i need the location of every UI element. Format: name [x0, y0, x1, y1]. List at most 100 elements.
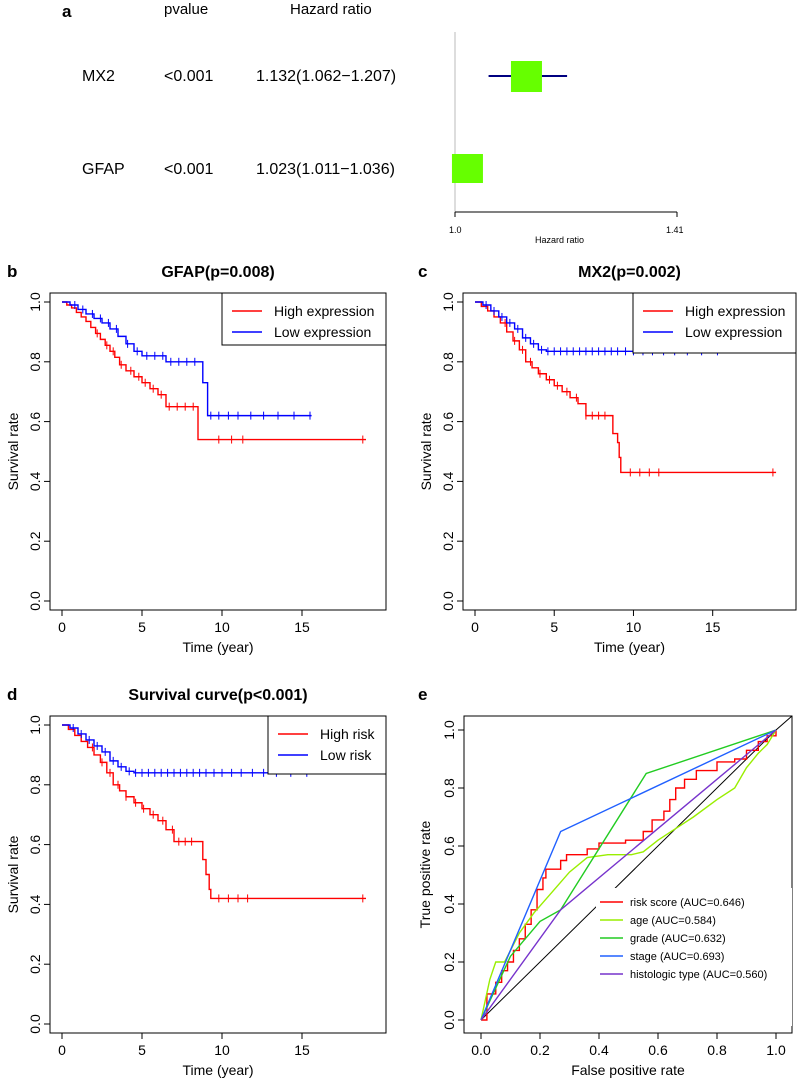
legend-label: stage (AUC=0.693): [630, 951, 724, 963]
roc-plot: 0.0 0.2 0.4 0.6 0.8 1.0 False positive rate 0.0…: [417, 715, 793, 1078]
y-tick-label: 0.2: [27, 531, 43, 551]
y-tick-label: 0.2: [27, 954, 43, 974]
legend-box: [596, 888, 792, 1026]
legend-label: Low expression: [274, 324, 371, 340]
km-plot-mx2: MX2(p=0.002) 0 5 10 15 Time (year) 0.0 0.2 0.4 0.…: [418, 264, 797, 655]
x-tick-label: 0: [471, 619, 479, 635]
x-tick-label: 0.4: [589, 1042, 609, 1058]
panel-letter-c: c: [418, 262, 427, 281]
x-tick-label: 15: [294, 619, 310, 635]
forest-plot: pvalue Hazard ratio MX2 <0.001 1.132(1.0…: [82, 1, 684, 245]
x-tick-label: 5: [138, 1042, 146, 1058]
y-tick-label: 0.0: [441, 1010, 457, 1030]
forest-hr-box: [451, 154, 483, 183]
y-tick-label: 0.4: [440, 471, 456, 491]
forest-row-pvalue: <0.001: [164, 161, 213, 178]
y-tick-label: 1.0: [27, 715, 43, 735]
survival-curve: [62, 724, 366, 900]
legend-label: High risk: [320, 726, 375, 742]
legend-label: risk score (AUC=0.646): [630, 897, 745, 909]
y-tick-label: 0.2: [441, 952, 457, 972]
x-tick-label: 0.0: [471, 1042, 491, 1058]
y-axis-label: True positive rate: [417, 820, 433, 928]
y-tick-label: 1.0: [441, 720, 457, 740]
y-tick-label: 0.0: [27, 591, 43, 611]
y-tick-label: 0.6: [440, 412, 456, 432]
forest-x-tick-label: 1.41: [666, 225, 684, 235]
chart-title: MX2(p=0.002): [578, 264, 681, 281]
legend-label: Low expression: [685, 324, 782, 340]
y-tick-label: 0.4: [27, 894, 43, 914]
y-tick-label: 0.8: [441, 778, 457, 798]
x-axis-label: Time (year): [594, 639, 665, 655]
x-tick-label: 15: [705, 619, 721, 635]
x-tick-label: 5: [550, 619, 558, 635]
forest-hr-box: [510, 61, 542, 92]
chart-title: Survival curve(p<0.001): [128, 687, 307, 704]
x-tick-label: 10: [214, 1042, 230, 1058]
forest-x-tick-label: 1.0: [449, 225, 462, 235]
panel-letter-d: d: [7, 685, 17, 704]
y-tick-label: 0.8: [27, 352, 43, 372]
legend-label: High expression: [685, 303, 785, 319]
y-tick-label: 1.0: [27, 292, 43, 312]
survival-curve: [62, 301, 312, 417]
y-axis-label: Survival rate: [5, 412, 21, 490]
x-tick-label: 10: [626, 619, 642, 635]
legend-label: High expression: [274, 303, 374, 319]
km-plot-risk: Survival curve(p<0.001) 0 5 10 15 Time (year)…: [5, 687, 387, 1078]
forest-header-hazard-ratio: Hazard ratio: [290, 1, 372, 18]
panel-letter-e: e: [418, 685, 427, 704]
panel-letter-b: b: [7, 262, 17, 281]
reference-diagonal: [480, 729, 777, 1021]
forest-row-pvalue: <0.001: [164, 68, 213, 85]
legend-label: age (AUC=0.584): [630, 915, 716, 927]
legend-label: grade (AUC=0.632): [630, 933, 726, 945]
roc-curve: [480, 729, 777, 1021]
y-axis-label: Survival rate: [5, 835, 21, 913]
roc-curve: [480, 729, 777, 1021]
survival-curve: [62, 724, 312, 774]
roc-curve: [481, 730, 777, 1021]
x-tick-label: 0: [58, 619, 66, 635]
legend-box: [632, 292, 797, 354]
panel-letter-a: a: [62, 2, 72, 21]
km-plot-gfap: GFAP(p=0.008) 0 5 10 15 Time (year) 0.0 0.2 0.4 0…: [5, 264, 387, 655]
forest-row-hr: 1.023(1.011−1.036): [256, 161, 395, 178]
legend-box: [221, 292, 387, 346]
x-tick-label: 0: [58, 1042, 66, 1058]
x-tick-label: 5: [138, 619, 146, 635]
y-tick-label: 0.0: [440, 591, 456, 611]
legend-label: histologic type (AUC=0.560): [630, 969, 767, 981]
y-tick-label: 0.4: [441, 894, 457, 914]
forest-row-hr: 1.132(1.062−1.207): [256, 68, 396, 85]
y-tick-label: 0.6: [27, 835, 43, 855]
y-tick-label: 0.0: [27, 1014, 43, 1034]
y-tick-label: 0.4: [27, 471, 43, 491]
y-tick-label: 0.8: [440, 352, 456, 372]
x-axis-label: False positive rate: [571, 1062, 685, 1078]
x-tick-label: 0.2: [530, 1042, 550, 1058]
y-axis-label: Survival rate: [418, 412, 434, 490]
x-axis-label: Time (year): [182, 639, 253, 655]
forest-x-axis-label: Hazard ratio: [535, 235, 584, 245]
y-tick-label: 1.0: [440, 292, 456, 312]
x-tick-label: 0.8: [707, 1042, 727, 1058]
survival-curve: [475, 301, 723, 353]
legend-label: Low risk: [320, 747, 372, 763]
x-axis-label: Time (year): [182, 1062, 253, 1078]
legend-box: [267, 715, 387, 775]
x-tick-label: 0.6: [648, 1042, 668, 1058]
y-tick-label: 0.6: [27, 412, 43, 432]
y-tick-label: 0.8: [27, 775, 43, 795]
forest-row-name: MX2: [82, 68, 115, 85]
survival-curve: [62, 301, 366, 441]
reference-diagonal-extension: [775, 715, 793, 731]
x-tick-label: 10: [214, 619, 230, 635]
y-tick-label: 0.6: [441, 836, 457, 856]
chart-title: GFAP(p=0.008): [161, 264, 274, 281]
forest-header-pvalue: pvalue: [164, 1, 208, 18]
y-tick-label: 0.2: [440, 531, 456, 551]
forest-row-name: GFAP: [82, 161, 125, 178]
